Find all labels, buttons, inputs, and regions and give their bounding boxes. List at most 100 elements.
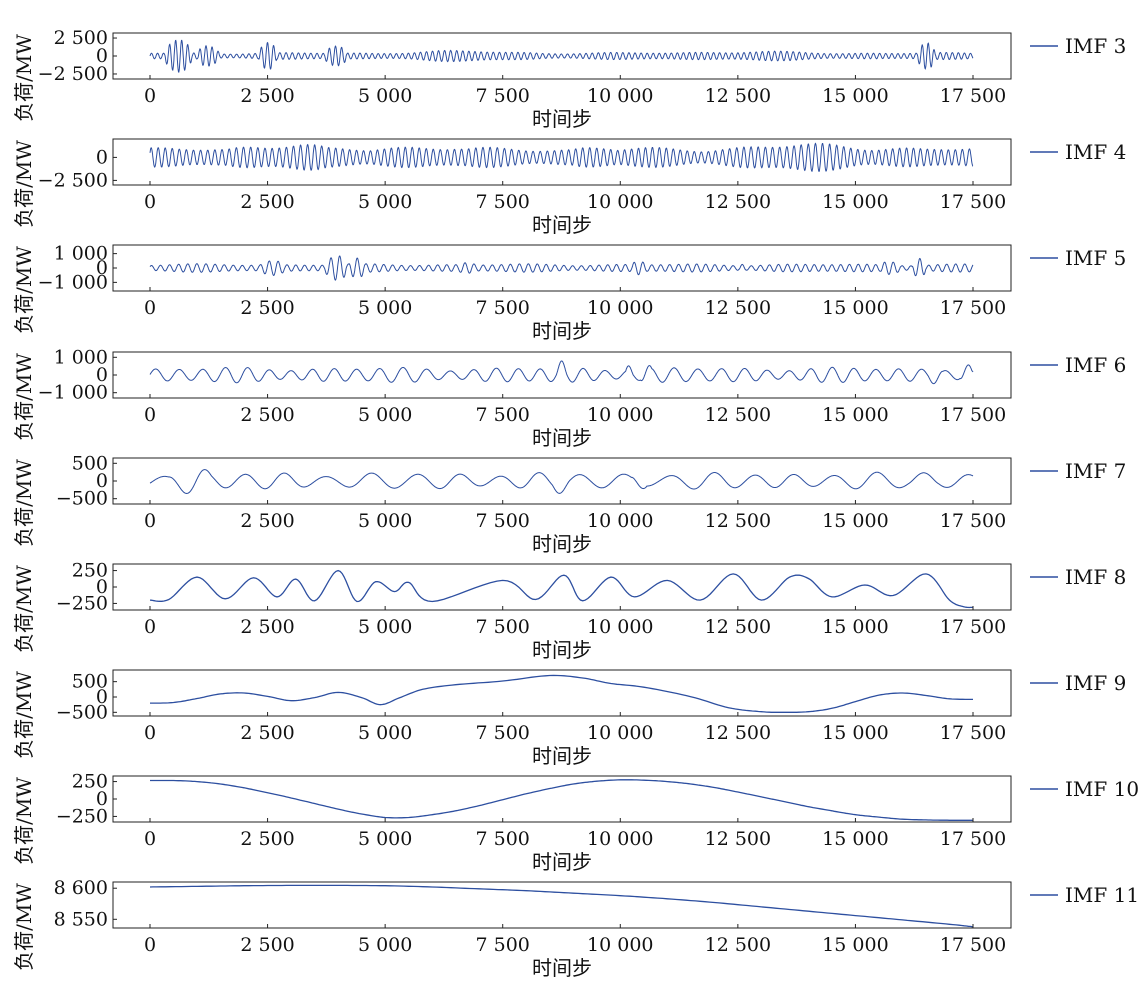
series-line-imf-6	[149, 360, 974, 385]
x-tick-label: 0	[144, 404, 156, 426]
legend-label: IMF 5	[1065, 246, 1126, 270]
x-tick-label: 10 000	[587, 722, 653, 744]
x-tick-label: 5 000	[358, 828, 412, 850]
x-tick-label: 7 500	[476, 722, 530, 744]
x-tick-label: 15 000	[822, 191, 888, 213]
x-axis-label: 时间步	[532, 532, 592, 556]
x-tick-label: 7 500	[476, 934, 530, 956]
x-tick-label: 17 500	[940, 828, 1006, 850]
legend-label: IMF 6	[1065, 353, 1126, 377]
x-tick-label: 10 000	[587, 510, 653, 532]
series-line-imf-5	[149, 255, 974, 281]
x-tick-label: 10 000	[587, 85, 653, 107]
series-line-imf-7	[149, 469, 974, 494]
x-tick-label: 12 500	[705, 934, 771, 956]
y-tick-label: 8 600	[54, 877, 108, 899]
y-axis-label: 负荷/MW	[12, 565, 36, 653]
x-axis-label: 时间步	[532, 213, 592, 237]
x-tick-label: 17 500	[940, 510, 1006, 532]
x-tick-label: 2 500	[240, 85, 294, 107]
x-axis-label: 时间步	[532, 850, 592, 874]
series-line-imf-11	[149, 884, 974, 928]
x-tick-label: 0	[144, 616, 156, 638]
x-tick-label: 7 500	[476, 616, 530, 638]
y-tick-label: −2 500	[38, 169, 108, 191]
y-tick-label: 0	[96, 45, 108, 67]
x-tick-label: 2 500	[240, 828, 294, 850]
x-tick-label: 12 500	[705, 404, 771, 426]
y-axis-label: 负荷/MW	[12, 140, 36, 228]
x-tick-label: 7 500	[476, 191, 530, 213]
x-tick-label: 10 000	[587, 191, 653, 213]
x-tick-label: 15 000	[822, 616, 888, 638]
x-tick-label: 10 000	[587, 404, 653, 426]
subplot-imf-9: 0 2 500 5 000 7 500 10 000 12 500 15 000 17 500…	[12, 669, 1126, 768]
y-tick-label: 0	[96, 686, 108, 708]
legend-label: IMF 4	[1065, 140, 1126, 164]
x-tick-label: 0	[144, 934, 156, 956]
legend-label: IMF 11	[1065, 883, 1139, 907]
x-tick-label: 17 500	[940, 297, 1006, 319]
x-tick-label: 15 000	[822, 510, 888, 532]
x-tick-label: 12 500	[705, 510, 771, 532]
y-tick-label: 8 550	[54, 908, 108, 930]
y-tick-label: −1 000	[38, 271, 108, 293]
x-tick-label: 17 500	[940, 191, 1006, 213]
legend-label: IMF 10	[1065, 777, 1139, 801]
y-axis-label: 负荷/MW	[12, 671, 36, 759]
x-tick-label: 15 000	[822, 85, 888, 107]
y-axis-label: 负荷/MW	[12, 459, 36, 547]
x-tick-label: 10 000	[587, 828, 653, 850]
x-tick-label: 12 500	[705, 828, 771, 850]
legend-label: IMF 7	[1065, 459, 1126, 483]
x-tick-label: 10 000	[587, 616, 653, 638]
subplot-imf-6: 0 2 500 5 000 7 500 10 000 12 500 15 000 17 500…	[12, 346, 1126, 450]
x-tick-label: 10 000	[587, 934, 653, 956]
y-tick-label: 1 000	[54, 243, 108, 265]
x-tick-label: 7 500	[476, 510, 530, 532]
y-tick-label: 1 000	[54, 346, 108, 368]
y-tick-label: 0	[96, 788, 108, 810]
x-tick-label: 12 500	[705, 297, 771, 319]
legend-label: IMF 8	[1065, 565, 1126, 589]
y-tick-label: −500	[56, 701, 108, 723]
x-tick-label: 0	[144, 722, 156, 744]
x-tick-label: 17 500	[940, 934, 1006, 956]
series-line-imf-4	[149, 142, 974, 173]
subplot-imf-5: 0 2 500 5 000 7 500 10 000 12 500 15 000 17 500…	[12, 243, 1126, 343]
x-tick-label: 2 500	[240, 297, 294, 319]
x-tick-label: 0	[144, 510, 156, 532]
plot-frame	[112, 563, 1012, 611]
y-tick-label: −500	[56, 488, 108, 510]
x-tick-label: 17 500	[940, 85, 1006, 107]
y-axis-label: 负荷/MW	[12, 34, 36, 122]
x-tick-label: 2 500	[240, 404, 294, 426]
y-tick-label: −1 000	[38, 382, 108, 404]
series-line-imf-10	[150, 779, 973, 821]
x-tick-label: 12 500	[705, 616, 771, 638]
x-tick-label: 5 000	[358, 297, 412, 319]
x-tick-label: 2 500	[240, 191, 294, 213]
x-tick-label: 5 000	[358, 616, 412, 638]
legend-label: IMF 3	[1065, 34, 1126, 58]
series-line-imf-8	[149, 569, 973, 609]
x-tick-label: 5 000	[358, 85, 412, 107]
x-tick-label: 5 000	[358, 722, 412, 744]
x-tick-label: 5 000	[358, 510, 412, 532]
y-axis-label: 负荷/MW	[12, 777, 36, 865]
x-tick-label: 0	[144, 297, 156, 319]
x-tick-label: 7 500	[476, 828, 530, 850]
y-tick-label: 0	[96, 576, 108, 598]
x-tick-label: 2 500	[240, 616, 294, 638]
y-tick-label: 0	[96, 146, 108, 168]
y-tick-label: −250	[56, 592, 108, 614]
y-axis-label: 负荷/MW	[12, 353, 36, 441]
x-axis-label: 时间步	[532, 638, 592, 662]
x-tick-label: 12 500	[705, 85, 771, 107]
subplot-imf-7: 0 2 500 5 000 7 500 10 000 12 500 15 000 17 500…	[12, 452, 1126, 556]
x-tick-label: 7 500	[476, 404, 530, 426]
y-tick-label: 2 500	[54, 27, 108, 49]
series-line-imf-9	[150, 674, 973, 713]
x-tick-label: 12 500	[705, 191, 771, 213]
